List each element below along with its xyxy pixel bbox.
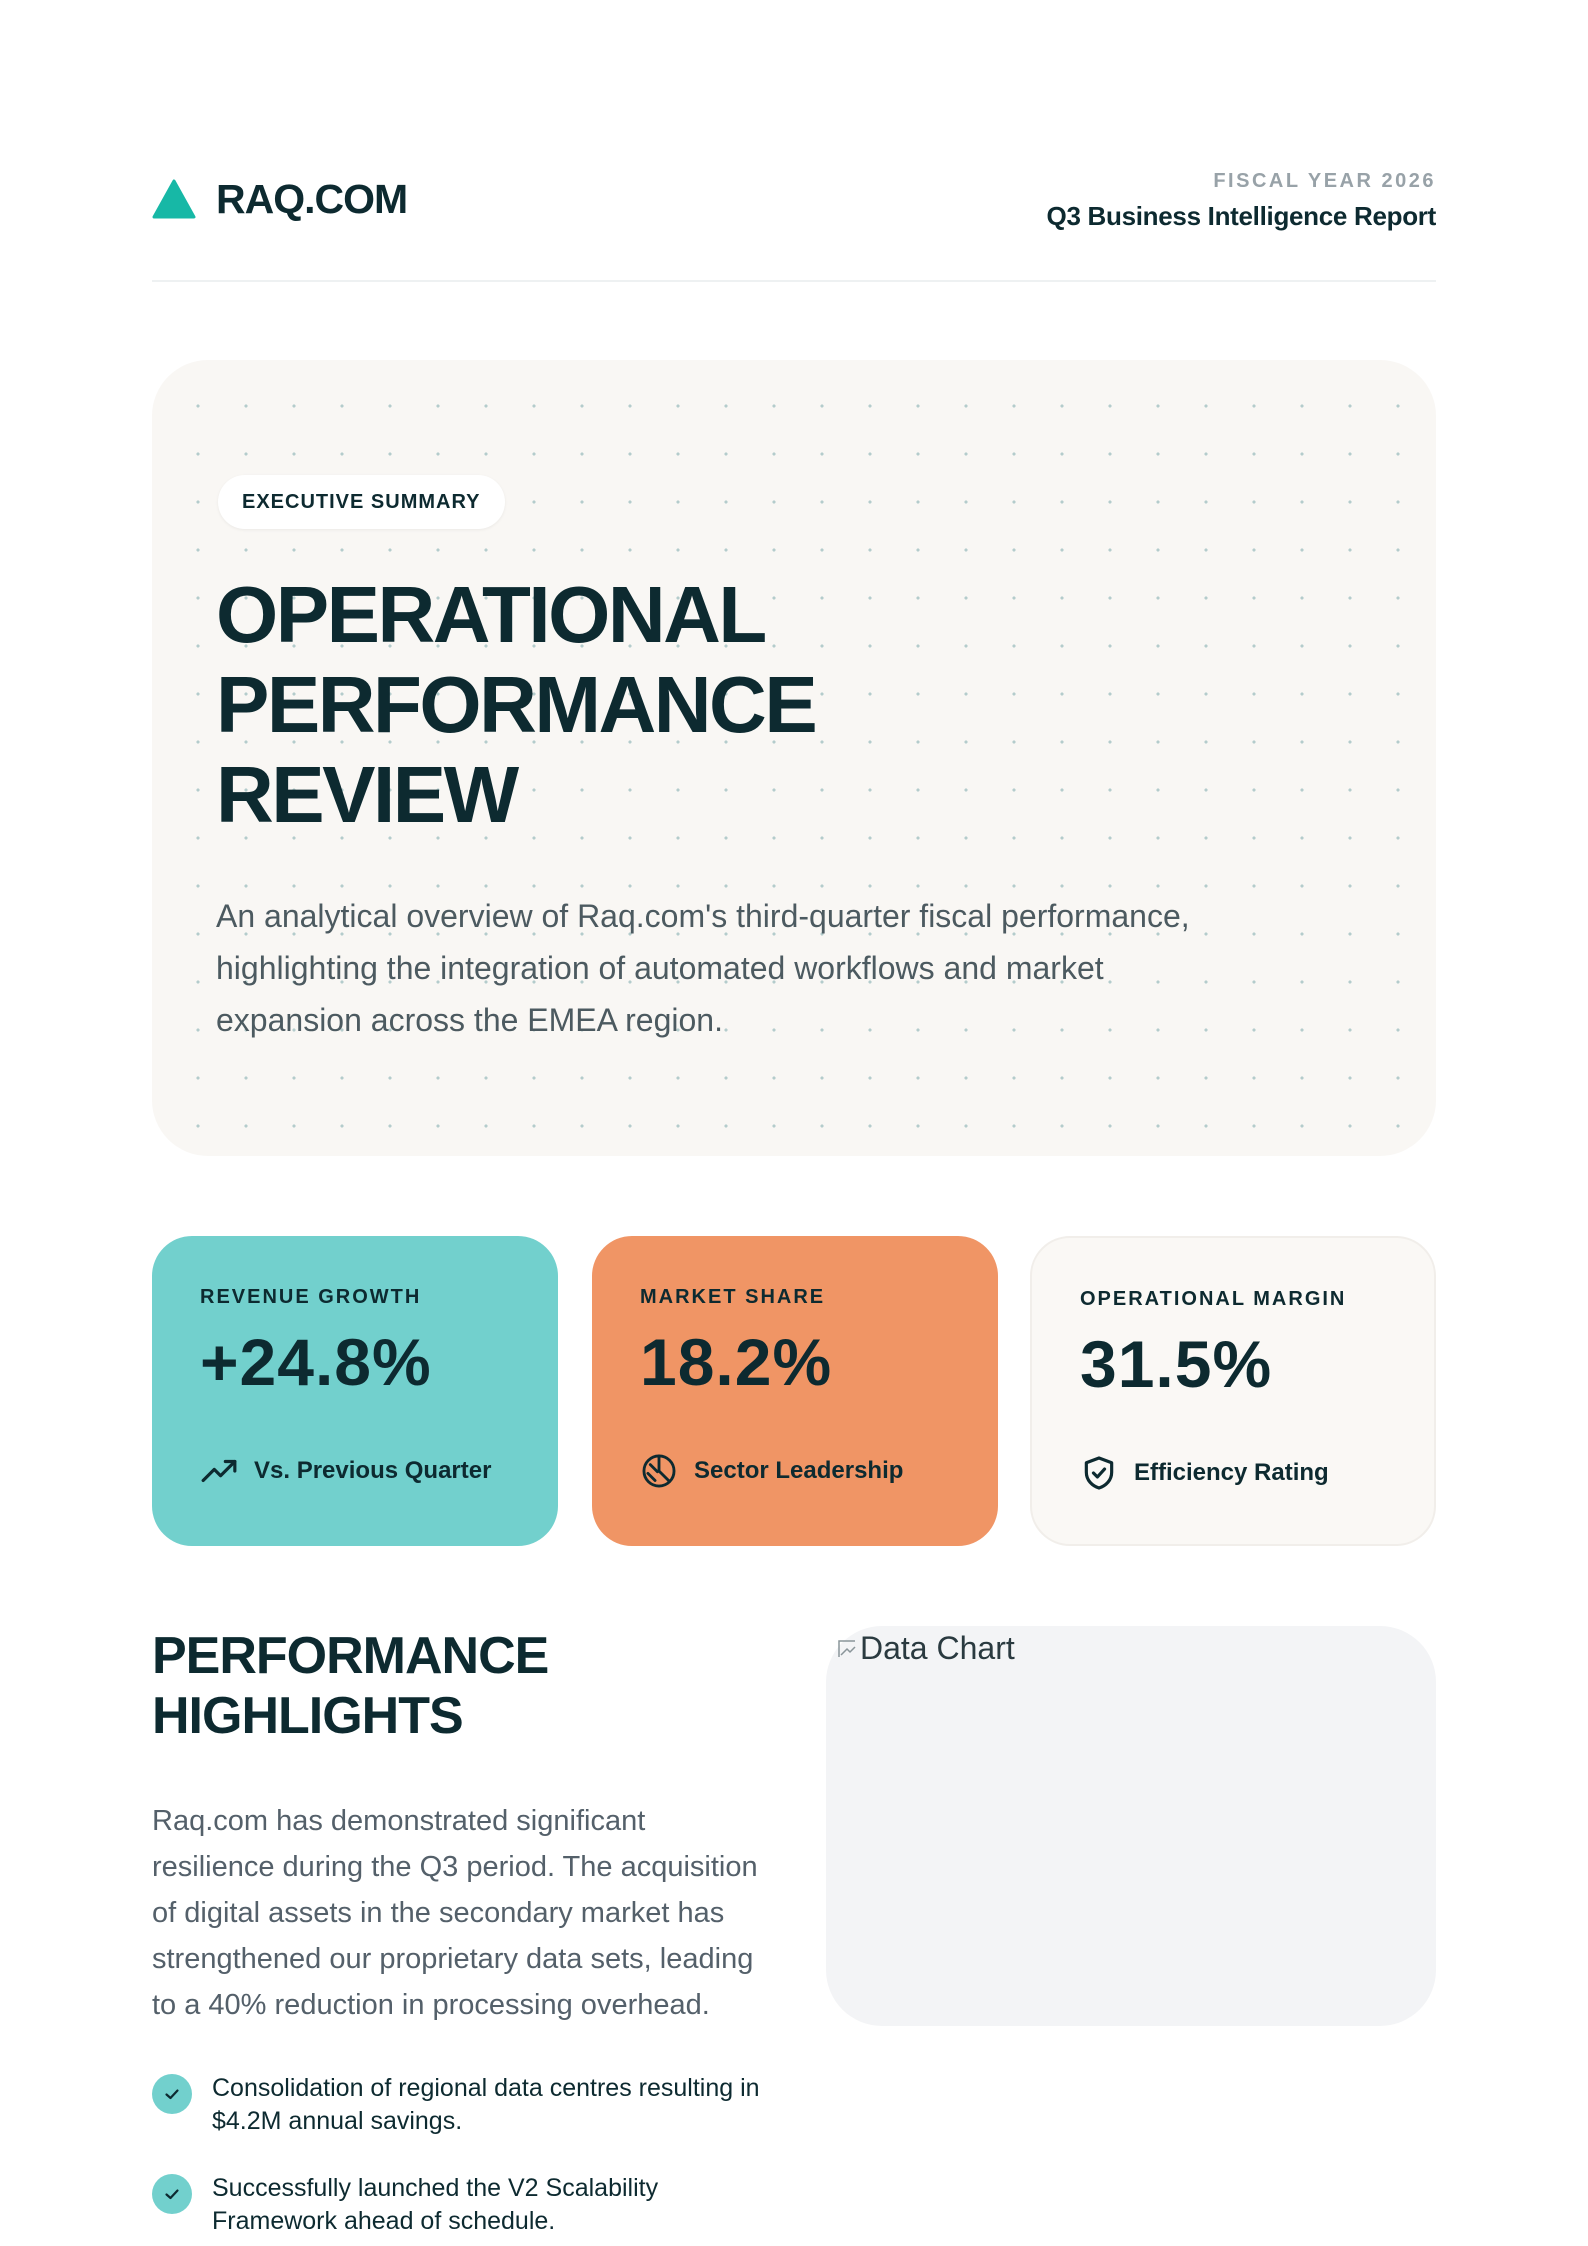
stat-label: REVENUE GROWTH (200, 1286, 422, 1308)
executive-summary-hero: EXECUTIVE SUMMARY OPERATIONAL PERFORMANC… (152, 360, 1436, 1156)
stat-footnote: Sector Leadership (640, 1452, 903, 1490)
title-line: OPERATIONAL (216, 570, 767, 659)
list-item: Consolidation of regional data centres r… (152, 2072, 772, 2138)
page-title: OPERATIONAL PERFORMANCE REVIEW (216, 570, 916, 840)
stat-footnote-text: Sector Leadership (694, 1457, 904, 1484)
check-icon (152, 2174, 192, 2214)
revenue-growth-card: REVENUE GROWTH +24.8% Vs. Previous Quart… (152, 1236, 558, 1546)
operational-margin-card: OPERATIONAL MARGIN 31.5% Efficiency Rati… (1030, 1236, 1436, 1546)
brand-logo: RAQ.COM (152, 174, 408, 224)
list-item-text: Successfully launched the V2 Scalability… (212, 2174, 659, 2235)
pie-chart-icon (642, 1454, 676, 1488)
image-alt-text: Data Chart (836, 1630, 1015, 1667)
title-line: PERFORMANCE (216, 660, 818, 749)
image-alt-label: Data Chart (860, 1630, 1015, 1666)
section-title: PERFORMANCE HIGHLIGHTS (152, 1626, 772, 1746)
market-share-card: MARKET SHARE 18.2% Sector Leadership (592, 1236, 998, 1546)
summary-description: An analytical overview of Raq.com's thir… (216, 898, 1190, 1038)
report-title: Q3 Business Intelligence Report (1046, 201, 1437, 231)
stat-footnote-text: Vs. Previous Quarter (254, 1457, 492, 1484)
shield-check-icon (1084, 1456, 1114, 1490)
title-line: REVIEW (216, 750, 519, 839)
list-item-text: Consolidation of regional data centres r… (212, 2074, 760, 2135)
section-badge: EXECUTIVE SUMMARY (218, 475, 505, 529)
stat-footnote-text: Efficiency Rating (1134, 1459, 1329, 1486)
stat-value: 18.2% (640, 1325, 833, 1399)
trending-up-icon (201, 1459, 237, 1483)
report-meta: FISCAL YEAR 2026 Q3 Business Intelligenc… (1046, 170, 1437, 232)
section-title-line: PERFORMANCE (152, 1627, 549, 1685)
stat-value: 31.5% (1080, 1327, 1273, 1401)
report-page: RAQ.COM FISCAL YEAR 2026 Q3 Business Int… (152, 0, 1436, 2246)
highlights-list: Consolidation of regional data centres r… (152, 2072, 772, 2238)
data-chart-image: Data Chart (826, 1626, 1436, 2026)
triangle-logo-icon (152, 179, 196, 219)
broken-image-icon (838, 1639, 856, 1657)
stat-value: +24.8% (200, 1325, 432, 1399)
check-icon (152, 2074, 192, 2114)
fiscal-year-label: FISCAL YEAR 2026 (1213, 170, 1436, 192)
stat-label: OPERATIONAL MARGIN (1080, 1288, 1347, 1310)
section-title-line: HIGHLIGHTS (152, 1687, 464, 1745)
stat-footnote: Vs. Previous Quarter (200, 1452, 491, 1490)
brand-name: RAQ.COM (216, 175, 408, 222)
performance-highlights: PERFORMANCE HIGHLIGHTS Raq.com has demon… (152, 1626, 772, 2246)
highlights-body: Raq.com has demonstrated significant res… (152, 1805, 758, 2021)
kpi-cards: REVENUE GROWTH +24.8% Vs. Previous Quart… (152, 1236, 1436, 1546)
list-item: Successfully launched the V2 Scalability… (152, 2172, 772, 2238)
stat-footnote: Efficiency Rating (1080, 1454, 1329, 1492)
stat-label: MARKET SHARE (640, 1286, 826, 1308)
report-header: RAQ.COM FISCAL YEAR 2026 Q3 Business Int… (152, 150, 1436, 282)
